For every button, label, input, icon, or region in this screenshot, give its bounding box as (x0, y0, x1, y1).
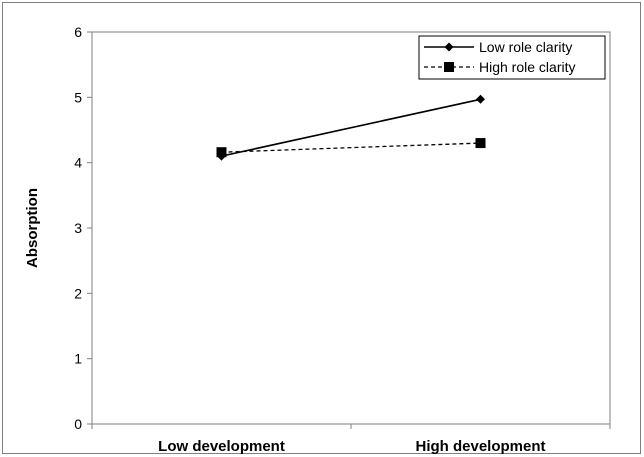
data-point (475, 138, 486, 149)
y-tick-label: 4 (74, 155, 82, 171)
y-tick-label: 2 (74, 285, 82, 301)
data-point (476, 94, 485, 104)
y-tick-label: 6 (74, 24, 82, 40)
y-tick-label: 5 (74, 89, 82, 105)
legend: Low role clarity High role clarity (418, 35, 606, 80)
legend-label: High role clarity (479, 59, 575, 75)
x-category-label: High development (415, 438, 545, 455)
plot-area (91, 31, 611, 425)
y-tick-label: 1 (74, 351, 82, 367)
legend-entry: High role clarity (424, 59, 575, 75)
legend-marker (444, 62, 454, 72)
series-2 (216, 138, 486, 158)
y-tick-label: 0 (74, 416, 82, 432)
series-layer (216, 94, 486, 161)
legend-entry: Low role clarity (424, 39, 572, 55)
series-line (221, 142, 481, 153)
legend-label: Low role clarity (479, 39, 572, 55)
series-line (221, 98, 481, 157)
y-tick-label: 3 (74, 220, 82, 236)
axes: 0 1 2 3 4 5 6 Low development High development (74, 24, 611, 455)
data-point (216, 147, 227, 158)
y-axis-title: Absorption (24, 188, 41, 268)
x-category-label: Low development (158, 438, 285, 455)
legend-marker (444, 42, 454, 52)
